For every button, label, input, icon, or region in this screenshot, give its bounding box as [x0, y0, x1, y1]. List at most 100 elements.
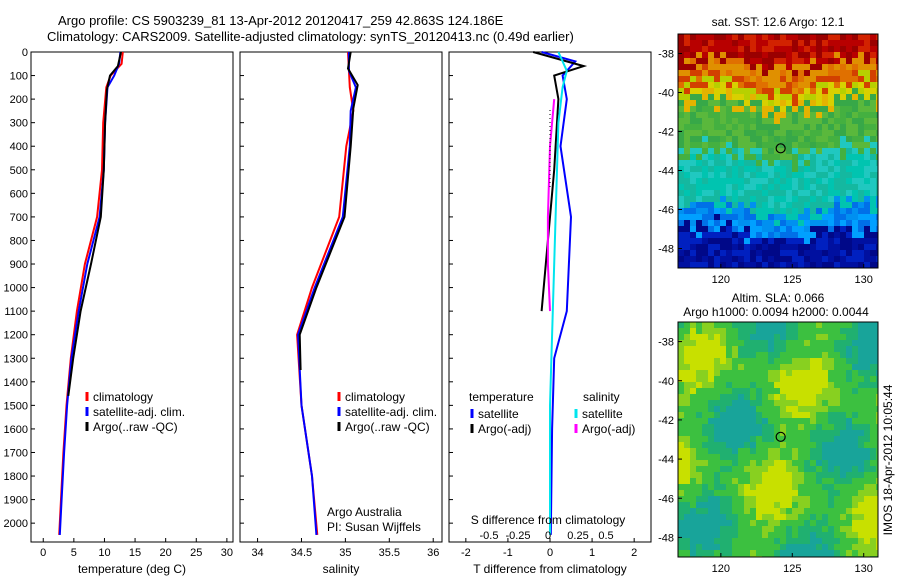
sst-cell: [858, 142, 865, 149]
sla-cell: [804, 496, 811, 503]
plot-frame: [239, 51, 443, 543]
sst-cell: [816, 232, 823, 239]
sla-cell: [726, 370, 733, 377]
sst-cell: [786, 232, 793, 239]
sla-cell: [690, 364, 697, 371]
sst-cell: [798, 52, 805, 59]
sla-cell: [702, 538, 709, 545]
sst-cell: [798, 88, 805, 95]
sla-cell: [774, 472, 781, 479]
sst-cell: [864, 124, 871, 131]
sla-cell: [858, 478, 865, 485]
sla-cell: [786, 406, 793, 413]
sla-cell: [864, 400, 871, 407]
sst-cell: [762, 196, 769, 203]
sst-cell: [690, 106, 697, 113]
sla-cell: [696, 418, 703, 425]
sla-cell: [738, 400, 745, 407]
sla-cell: [816, 550, 823, 557]
sst-cell: [726, 250, 733, 257]
sst-cell: [822, 178, 829, 185]
sla-cell: [786, 352, 793, 359]
sst-cell: [864, 202, 871, 209]
sla-cell: [690, 406, 697, 413]
sla-cell: [744, 484, 751, 491]
sst-cell: [696, 82, 703, 89]
sst-cell: [714, 58, 721, 65]
sla-cell: [852, 466, 859, 473]
sst-cell: [846, 178, 853, 185]
sst-cell: [858, 190, 865, 197]
sst-cell: [822, 82, 829, 89]
sla-cell: [744, 358, 751, 365]
sst-cell: [792, 196, 799, 203]
sla-cell: [828, 514, 835, 521]
sla-cell: [702, 352, 709, 359]
sst-cell: [684, 220, 691, 227]
sla-cell: [870, 550, 877, 557]
sla-cell: [840, 418, 847, 425]
sla-cell: [732, 328, 739, 335]
sla-cell: [780, 508, 787, 515]
sst-cell: [876, 196, 879, 203]
sst-cell: [732, 70, 739, 77]
sla-cell: [732, 442, 739, 449]
sla-cell: [840, 322, 847, 329]
sst-cell: [786, 76, 793, 83]
sst-cell: [798, 58, 805, 65]
sst-cell: [798, 46, 805, 53]
sst-cell: [804, 58, 811, 65]
sst-cell: [690, 256, 697, 263]
top-tick-label: 0.25: [567, 530, 588, 542]
sst-cell: [690, 232, 697, 239]
sst-cell: [870, 64, 877, 71]
sst-cell: [690, 70, 697, 77]
sla-cell: [762, 448, 769, 455]
sst-cell: [726, 202, 733, 209]
sla-cell: [750, 532, 757, 539]
sst-cell: [768, 136, 775, 143]
sla-cell: [720, 394, 727, 401]
sla-cell: [822, 466, 829, 473]
sst-cell: [816, 46, 823, 53]
sla-cell: [846, 388, 853, 395]
sst-cell: [696, 232, 703, 239]
sla-cell: [834, 472, 841, 479]
sla-cell: [690, 508, 697, 515]
sla-cell: [774, 400, 781, 407]
sst-cell: [864, 76, 871, 83]
sst-cell: [756, 112, 763, 119]
sst-cell: [786, 40, 793, 47]
sst-cell: [852, 262, 859, 269]
sst-cell: [840, 130, 847, 137]
sla-cell: [858, 526, 865, 533]
sla-cell: [696, 352, 703, 359]
sst-cell: [732, 58, 739, 65]
sst-cell: [852, 124, 859, 131]
sla-cell: [738, 346, 745, 353]
sla-cell: [696, 388, 703, 395]
sla-cell: [708, 406, 715, 413]
sst-cell: [786, 214, 793, 221]
sla-cell: [690, 442, 697, 449]
sst-cell: [810, 160, 817, 167]
sla-cell: [816, 538, 823, 545]
sst-cell: [762, 172, 769, 179]
sst-cell: [792, 232, 799, 239]
sla-cell: [810, 454, 817, 461]
sla-cell: [840, 400, 847, 407]
sla-cell: [852, 388, 859, 395]
sst-cell: [864, 232, 871, 239]
sst-cell: [792, 136, 799, 143]
sla-cell: [846, 322, 853, 329]
sst-cell: [780, 94, 787, 101]
sla-cell: [708, 346, 715, 353]
sst-cell: [840, 136, 847, 143]
sla-cell: [780, 454, 787, 461]
sla-cell: [726, 442, 733, 449]
sst-cell: [738, 256, 745, 263]
sst-cell: [792, 172, 799, 179]
sla-cell: [714, 472, 721, 479]
sla-cell: [846, 358, 853, 365]
sst-cell: [774, 208, 781, 215]
